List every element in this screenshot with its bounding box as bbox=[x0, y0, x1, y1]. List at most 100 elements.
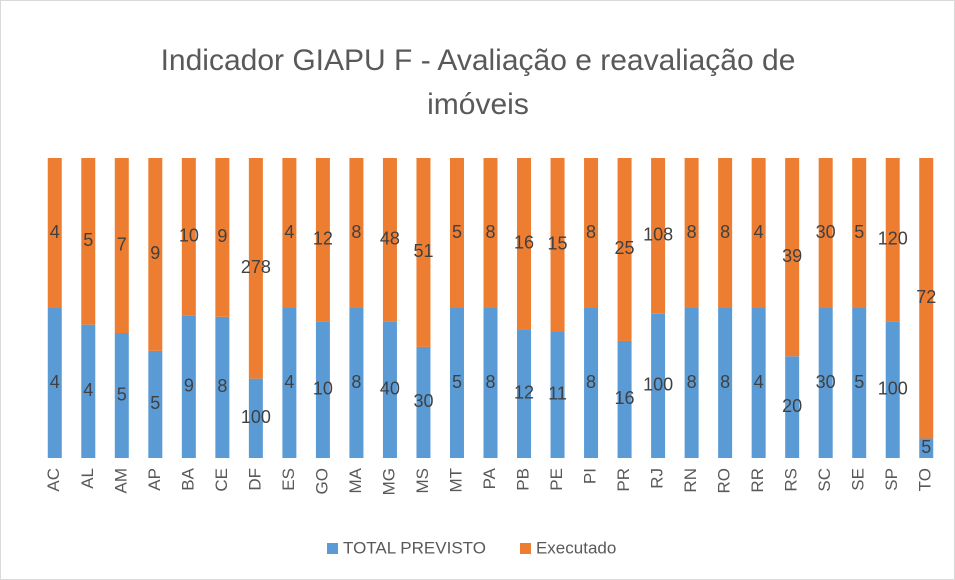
bar-segment bbox=[47, 308, 62, 458]
data-label: 5 bbox=[83, 230, 93, 250]
data-label: 4 bbox=[50, 372, 60, 392]
bar-segment bbox=[449, 308, 464, 458]
bar-segment bbox=[785, 356, 800, 458]
data-label: 5 bbox=[150, 393, 160, 413]
bar-segment bbox=[282, 308, 297, 458]
data-label: 7 bbox=[117, 234, 127, 254]
bar-segment bbox=[718, 158, 733, 308]
data-label: 16 bbox=[615, 388, 635, 408]
bar-segment bbox=[684, 158, 699, 308]
x-tick-label: SC bbox=[815, 468, 834, 492]
bar-segment bbox=[181, 315, 196, 458]
x-tick-label: DF bbox=[245, 468, 264, 491]
data-label: 5 bbox=[854, 222, 864, 242]
data-label: 100 bbox=[643, 375, 673, 395]
bar-segment bbox=[81, 158, 96, 325]
bar-segment bbox=[751, 158, 766, 308]
x-tick-label: RJ bbox=[648, 468, 667, 489]
data-label: 25 bbox=[615, 238, 635, 258]
x-tick-label: PE bbox=[547, 468, 566, 491]
data-label: 8 bbox=[720, 222, 730, 242]
x-tick-label: PR bbox=[614, 468, 633, 492]
bar-segment bbox=[651, 158, 666, 314]
data-label: 16 bbox=[514, 232, 534, 252]
data-label: 12 bbox=[514, 382, 534, 402]
data-label: 10 bbox=[179, 226, 199, 246]
x-tick-label: SP bbox=[882, 468, 901, 491]
bar-segment bbox=[818, 158, 833, 308]
data-label: 4 bbox=[83, 380, 93, 400]
bar-segment bbox=[181, 158, 196, 316]
bar-segment bbox=[617, 158, 632, 341]
bar-segment bbox=[818, 308, 833, 458]
chart-title: Indicador GIAPU F - Avaliação e reavalia… bbox=[160, 44, 796, 121]
data-label: 30 bbox=[413, 391, 433, 411]
x-tick-label: MG bbox=[379, 468, 398, 495]
x-tick-label: RO bbox=[715, 468, 734, 494]
x-tick-label: RN bbox=[681, 468, 700, 493]
x-tick-label: TO bbox=[916, 468, 935, 491]
bar-segment bbox=[517, 329, 532, 458]
data-label: 4 bbox=[284, 222, 294, 242]
x-tick-label: AC bbox=[44, 468, 63, 492]
data-label: 51 bbox=[413, 241, 433, 261]
bar-segment bbox=[282, 158, 297, 308]
data-label: 72 bbox=[916, 287, 936, 307]
x-tick-label: SE bbox=[849, 468, 868, 491]
data-label: 9 bbox=[184, 376, 194, 396]
x-tick-label: AL bbox=[78, 468, 97, 489]
data-label: 9 bbox=[150, 243, 160, 263]
data-label: 108 bbox=[643, 225, 673, 245]
legend-swatch bbox=[519, 543, 531, 554]
data-label: 8 bbox=[351, 222, 361, 242]
data-label: 8 bbox=[586, 222, 596, 242]
data-label: 100 bbox=[241, 407, 271, 427]
bar-segment bbox=[684, 308, 699, 458]
bar-segment bbox=[483, 308, 498, 458]
data-label: 39 bbox=[782, 246, 802, 266]
x-tick-label: AM bbox=[111, 468, 130, 494]
bar-segment bbox=[517, 158, 532, 330]
bar-segment bbox=[919, 438, 934, 458]
bar-segment bbox=[349, 158, 364, 308]
bar-segment bbox=[885, 158, 900, 322]
data-label: 5 bbox=[452, 372, 462, 392]
bar-segment bbox=[919, 158, 934, 439]
data-label: 11 bbox=[548, 383, 567, 403]
bar-segment bbox=[852, 308, 867, 458]
x-tick-label: PB bbox=[514, 468, 533, 491]
bar-segment bbox=[81, 324, 96, 458]
bar-segment bbox=[114, 333, 129, 458]
legend-swatch bbox=[327, 543, 338, 554]
data-label: 15 bbox=[548, 233, 568, 253]
bar-segment bbox=[416, 158, 431, 347]
data-label: 4 bbox=[754, 222, 764, 242]
bar-segment bbox=[852, 158, 867, 308]
bar-segment bbox=[215, 316, 230, 458]
x-tick-label: RR bbox=[748, 468, 767, 493]
bar-segment bbox=[483, 158, 498, 308]
bar-segment bbox=[449, 158, 464, 308]
data-label: 120 bbox=[878, 229, 908, 249]
data-label: 8 bbox=[586, 372, 596, 392]
data-label: 10 bbox=[313, 379, 333, 399]
bar-segment bbox=[114, 158, 129, 333]
bar-segment bbox=[617, 340, 632, 458]
bar-segment bbox=[148, 158, 163, 351]
bar-segment bbox=[382, 321, 397, 458]
data-label: 8 bbox=[687, 372, 697, 392]
bar-segment bbox=[651, 313, 666, 458]
bar-segment bbox=[47, 158, 62, 308]
bar-segment bbox=[785, 158, 800, 357]
data-label: 5 bbox=[117, 384, 127, 404]
bar-segment bbox=[248, 158, 263, 379]
data-label: 5 bbox=[452, 222, 462, 242]
data-label: 8 bbox=[351, 372, 361, 392]
bar-segment bbox=[148, 350, 163, 458]
bar-segment bbox=[751, 308, 766, 458]
x-tick-label: PA bbox=[480, 467, 499, 489]
bar-segment bbox=[718, 308, 733, 458]
data-label: 9 bbox=[217, 226, 227, 246]
